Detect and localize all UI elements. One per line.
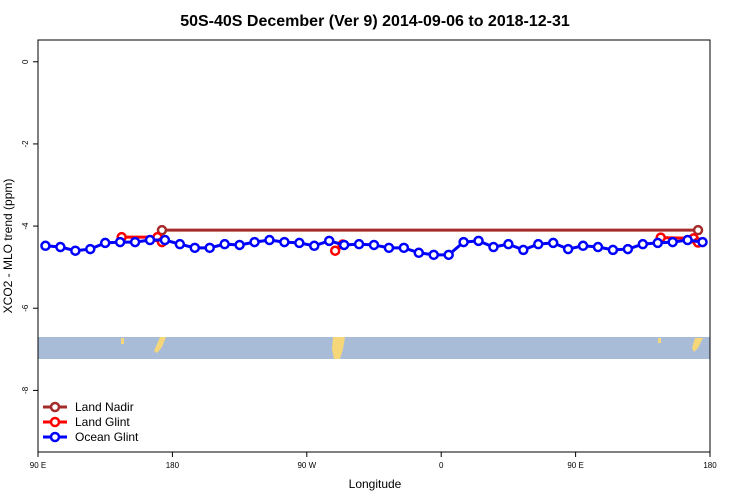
series-point — [607, 244, 619, 256]
series-point — [398, 242, 410, 254]
series-point — [129, 236, 141, 248]
series-point — [174, 238, 186, 250]
series-point — [338, 239, 350, 251]
series-point — [503, 238, 514, 250]
x-tick-label: 180 — [166, 461, 180, 470]
series-point — [40, 240, 51, 252]
series-point — [189, 242, 201, 254]
series-point — [577, 240, 589, 252]
series-point — [114, 236, 126, 248]
series-point — [458, 236, 469, 248]
x-tick-label: 90 E — [30, 461, 46, 470]
y-tick-label: -6 — [21, 304, 30, 312]
series-point — [547, 237, 559, 249]
series-point — [85, 243, 96, 255]
series-point — [368, 239, 380, 251]
series-point — [692, 224, 704, 236]
series-point — [219, 238, 230, 250]
series-point — [413, 247, 425, 259]
series-point — [70, 245, 81, 256]
legend-label: Land Nadir — [75, 400, 134, 414]
y-axis-label: XCO2 - MLO trend (ppm) — [1, 179, 15, 314]
series-point — [682, 234, 693, 246]
series-point — [562, 243, 574, 255]
series-point — [518, 244, 529, 256]
series-point — [55, 241, 66, 253]
series-point — [353, 238, 365, 250]
series-point — [99, 237, 111, 249]
series-point — [249, 236, 260, 248]
legend-label: Ocean Glint — [75, 430, 139, 444]
legend-marker — [49, 401, 61, 413]
series-point — [667, 236, 678, 248]
chart-title: 50S-40S December (Ver 9) 2014-09-06 to 2… — [180, 13, 570, 30]
map-strip — [38, 337, 710, 359]
series-point — [697, 236, 708, 248]
x-tick-label: 0 — [439, 461, 444, 470]
series-point — [294, 237, 305, 249]
series-point — [652, 237, 663, 249]
series-point — [279, 236, 290, 248]
plot-frame — [37, 39, 711, 453]
y-tick-label: -8 — [21, 386, 30, 394]
legend-marker — [49, 416, 61, 428]
series-point — [473, 235, 484, 247]
series-point — [323, 235, 335, 247]
legend-label: Land Glint — [75, 415, 130, 429]
legend-marker — [49, 431, 61, 443]
x-tick-label: 90 E — [567, 461, 583, 470]
series-point — [592, 241, 604, 253]
y-tick-label: -4 — [21, 222, 30, 230]
series-point — [309, 240, 320, 252]
series-point — [159, 234, 171, 246]
x-tick-label: 90 W — [297, 461, 316, 470]
series-point — [443, 249, 454, 261]
y-tick-label: 0 — [21, 59, 30, 64]
series-point — [204, 242, 215, 254]
x-axis-label: Longitude — [349, 477, 402, 491]
series-point — [156, 224, 168, 236]
series-point — [144, 234, 156, 246]
series-point — [622, 243, 634, 255]
x-tick-label: 180 — [703, 461, 717, 470]
series-point — [234, 239, 245, 251]
series-point — [533, 238, 544, 250]
series-point — [488, 241, 499, 253]
series-point — [637, 238, 649, 250]
series-point — [428, 249, 439, 261]
series-point — [383, 242, 395, 254]
series-point — [264, 234, 275, 246]
y-tick-label: -2 — [21, 140, 30, 148]
series-point — [329, 245, 341, 256]
